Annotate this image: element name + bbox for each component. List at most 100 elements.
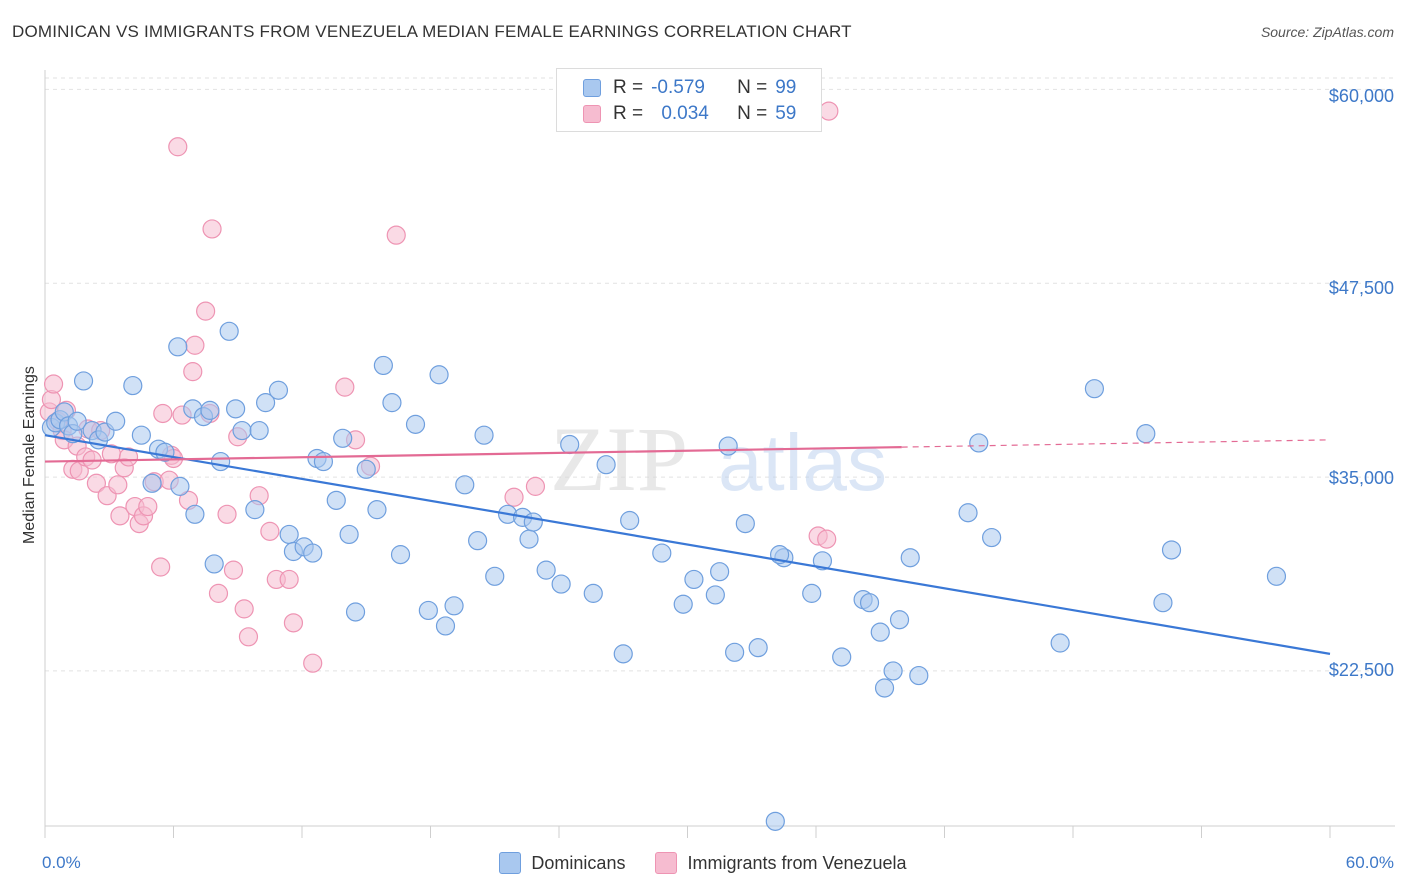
data-point (560, 434, 580, 455)
data-point (204, 554, 224, 574)
data-point (183, 362, 203, 382)
legend-swatch-pink (655, 852, 678, 874)
data-point (367, 500, 387, 520)
data-point (238, 627, 259, 647)
data-point (958, 503, 978, 523)
legend-row-venezuela: R = 0.034 N = 59 (583, 103, 796, 125)
data-point (883, 661, 903, 681)
data-point (185, 335, 205, 355)
watermark-zip: ZIP (550, 408, 688, 510)
data-point (335, 377, 355, 397)
data-point (303, 543, 323, 563)
data-point (313, 451, 334, 472)
y-tick-label: $35,000 (1328, 468, 1394, 488)
data-point (279, 569, 299, 590)
data-point (108, 475, 128, 495)
legend-swatch-blue (583, 79, 601, 97)
legend-swatch-pink (583, 105, 601, 123)
series-legend: Dominicans Immigrants from Venezuela (0, 852, 1406, 874)
data-point (326, 490, 346, 510)
data-point (1266, 566, 1287, 586)
legend-r-label: R = (613, 77, 644, 98)
data-point (620, 510, 640, 531)
legend-n-label: N = (737, 77, 768, 98)
data-point (613, 644, 633, 664)
data-point (386, 225, 406, 245)
axes (44, 70, 1395, 838)
data-point (819, 101, 839, 121)
legend-row-dominicans: R = -0.579 N = 99 (583, 77, 796, 99)
data-point (138, 496, 158, 517)
chart-title: DOMINICAN VS IMMIGRANTS FROM VENEZUELA M… (12, 22, 852, 41)
data-point (455, 475, 475, 495)
data-point (333, 428, 353, 448)
data-point (170, 476, 190, 496)
data-point (260, 521, 280, 541)
data-point (468, 531, 488, 551)
data-point (474, 425, 494, 445)
data-point (832, 647, 852, 667)
watermark: ZIP atlas (550, 408, 887, 510)
data-point (1161, 540, 1182, 560)
data-point (765, 811, 785, 831)
data-point (208, 583, 229, 603)
data-point (43, 374, 64, 394)
legend-item-venezuela[interactable]: Immigrants from Venezuela (655, 852, 907, 874)
trend-line-venezuela (44, 445, 902, 463)
data-point (705, 585, 725, 605)
data-point (684, 569, 704, 590)
data-point (444, 596, 464, 616)
data-point (202, 219, 222, 239)
legend-n-label: N = (737, 103, 768, 124)
y-tick-label: $60,000 (1328, 86, 1394, 106)
data-point (67, 411, 87, 431)
data-point (196, 301, 216, 321)
data-point (418, 600, 438, 621)
data-point (429, 365, 449, 385)
y-tick-label: $47,500 (1328, 278, 1394, 298)
data-point (303, 653, 323, 673)
data-point (870, 622, 890, 642)
source-label: Source: ZipAtlas.com (1260, 24, 1394, 40)
legend-n-value: 99 (775, 77, 797, 98)
data-point (536, 560, 556, 580)
data-point (153, 403, 173, 424)
data-point (279, 524, 299, 545)
data-point (718, 436, 738, 456)
series-dominicans-points (41, 321, 1287, 831)
data-point (596, 455, 616, 475)
data-point (812, 551, 833, 571)
data-point (405, 414, 426, 434)
data-point (652, 543, 672, 563)
data-point (234, 599, 254, 619)
data-point (735, 513, 755, 534)
data-point (874, 678, 895, 698)
trend-lines (44, 434, 1331, 655)
data-point (523, 512, 543, 532)
data-point (226, 399, 246, 419)
data-point (673, 594, 693, 614)
data-point (525, 476, 546, 496)
data-point (200, 400, 220, 420)
data-point (151, 557, 171, 577)
data-point (382, 393, 402, 413)
data-point (249, 420, 269, 441)
legend-label-venezuela: Immigrants from Venezuela (687, 852, 907, 873)
data-point (710, 562, 730, 582)
legend-label-dominicans: Dominicans (531, 852, 626, 873)
data-point (168, 337, 188, 357)
data-point (748, 638, 768, 658)
watermark-atlas: atlas (718, 418, 887, 507)
data-point (339, 524, 359, 545)
legend-r-value: 0.034 (661, 103, 709, 124)
legend-item-dominicans[interactable]: Dominicans (499, 852, 625, 874)
data-point (889, 610, 910, 630)
data-point (1153, 593, 1173, 613)
data-point (390, 545, 411, 565)
legend-r-label: R = (613, 103, 644, 124)
legend-n-value: 59 (775, 103, 797, 124)
data-point (551, 574, 571, 594)
trend-line-venezuela-extension (901, 439, 1331, 448)
data-point (217, 504, 237, 524)
data-point (110, 506, 130, 526)
